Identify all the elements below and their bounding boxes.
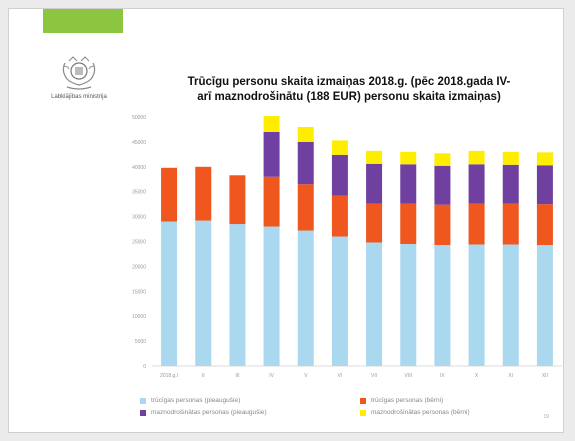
y-tick-label: 40000 xyxy=(132,165,146,171)
bar-segment-adults-lowincome xyxy=(434,165,451,205)
legend-label: trūcīgas personas (pieaugušie) xyxy=(151,397,241,404)
y-tick-label: 15000 xyxy=(132,289,146,295)
bar-segment-adults-lowincome xyxy=(502,164,519,204)
page-number: 19 xyxy=(543,414,549,420)
bar-segment-adults-lowincome xyxy=(263,131,280,177)
bar-segment-children-lowincome xyxy=(502,151,519,165)
bar-segment-children-poor xyxy=(468,203,485,245)
legend-swatch xyxy=(140,409,146,416)
bar-segment-adults-lowincome xyxy=(400,164,417,204)
x-tick-label: IV xyxy=(269,373,274,379)
bar-segment-children-poor xyxy=(161,167,178,222)
x-tick-label: III xyxy=(235,373,239,379)
coat-of-arms-icon xyxy=(62,56,96,90)
bar-segment-children-lowincome xyxy=(366,150,383,164)
bar-segment-children-poor xyxy=(331,195,348,237)
x-tick-label: II xyxy=(202,373,205,379)
legend-swatch xyxy=(140,397,146,404)
bar-segment-adults-poor xyxy=(263,226,280,366)
bar-segment-children-lowincome xyxy=(263,116,280,132)
y-tick-label: 10000 xyxy=(132,314,146,320)
bar-segment-children-poor xyxy=(195,166,212,221)
bar-segment-adults-poor xyxy=(229,224,246,366)
bar-segment-children-poor xyxy=(229,175,246,225)
x-tick-label: V xyxy=(304,373,308,379)
y-tick-label: 45000 xyxy=(132,140,146,146)
legend-swatch xyxy=(360,397,366,404)
x-tick-label: X xyxy=(475,373,479,379)
bar-segment-children-poor xyxy=(366,203,383,243)
chart-legend: trūcīgas personas (pieaugušie) trūcīgas p… xyxy=(140,395,560,427)
y-tick-label: 30000 xyxy=(132,215,146,221)
legend-label: maznodrošinātas personas (bērni) xyxy=(371,409,470,416)
bar-segment-children-poor xyxy=(263,176,280,227)
bar-segment-adults-lowincome xyxy=(468,164,485,204)
bar-segment-adults-lowincome xyxy=(536,165,553,205)
x-tick-label: XI xyxy=(508,373,513,379)
y-tick-label: 50000 xyxy=(132,115,146,121)
bar-segment-children-lowincome xyxy=(400,151,417,165)
bar-segment-children-lowincome xyxy=(331,140,348,155)
bar-segment-adults-poor xyxy=(468,244,485,366)
bar-segment-children-lowincome xyxy=(297,126,314,142)
bar-segment-adults-poor xyxy=(297,230,314,366)
chart-title: Trūcīgu personu skaita izmaiņas 2018.g. … xyxy=(159,75,539,105)
bar-segment-adults-poor xyxy=(502,244,519,366)
bar-segment-adults-lowincome xyxy=(366,163,383,204)
bar-segment-adults-poor xyxy=(536,244,553,366)
x-tick-label: IX xyxy=(440,373,445,379)
x-tick-label: VII xyxy=(371,373,377,379)
x-tick-label: VI xyxy=(338,373,343,379)
legend-item: maznodrošinātas personas (pieaugušie) xyxy=(140,409,267,416)
x-tick-label: 2018.g.I xyxy=(160,373,178,379)
bar-segment-children-poor xyxy=(434,204,451,245)
legend-item: trūcīgas personas (pieaugušie) xyxy=(140,397,240,404)
legend-item: trūcīgas personas (bērni) xyxy=(360,397,443,404)
bar-segment-adults-poor xyxy=(366,242,383,366)
bar-segment-children-lowincome xyxy=(468,150,485,165)
x-tick-label: XII xyxy=(542,373,548,379)
y-tick-label: 35000 xyxy=(132,190,146,196)
bar-segment-adults-lowincome xyxy=(297,141,314,185)
bar-segment-adults-poor xyxy=(161,221,178,366)
bar-segment-adults-poor xyxy=(434,244,451,366)
bar-segment-children-lowincome xyxy=(536,152,553,166)
y-tick-label: 5000 xyxy=(135,339,146,345)
bar-segment-children-poor xyxy=(502,203,519,245)
bar-segment-adults-poor xyxy=(195,220,212,366)
title-line-1: Trūcīgu personu skaita izmaiņas 2018.g. … xyxy=(187,76,511,88)
title-line-2: arī maznodrošinātu (188 EUR) personu ska… xyxy=(197,91,501,103)
bar-segment-adults-lowincome xyxy=(331,154,348,196)
logo-text: Labklājības ministrija xyxy=(51,94,107,100)
legend-item: maznodrošinātas personas (bērni) xyxy=(360,409,470,416)
bar-segment-children-poor xyxy=(400,203,417,244)
y-tick-label: 0 xyxy=(143,364,146,370)
x-tick-label: VIII xyxy=(404,373,412,379)
ministry-logo: Labklājības ministrija xyxy=(29,53,129,103)
bar-segment-adults-poor xyxy=(331,236,348,366)
bar-segment-adults-poor xyxy=(400,243,417,366)
bar-segment-children-lowincome xyxy=(434,153,451,166)
bar-segment-children-poor xyxy=(297,184,314,231)
y-tick-label: 20000 xyxy=(132,264,146,270)
bar-segment-children-poor xyxy=(536,204,553,245)
legend-label: trūcīgas personas (bērni) xyxy=(371,397,444,404)
accent-tab xyxy=(43,9,123,33)
legend-swatch xyxy=(360,409,366,416)
y-tick-label: 25000 xyxy=(132,240,146,246)
legend-label: maznodrošinātas personas (pieaugušie) xyxy=(151,409,267,416)
